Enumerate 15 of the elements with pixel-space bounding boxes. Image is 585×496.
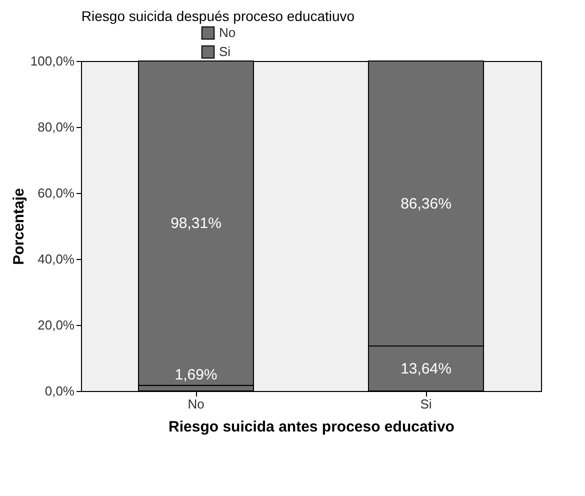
legend-title: Riesgo suicida después proceso educatiuvo [81,8,355,24]
data-label: 13,64% [400,360,452,378]
legend-label: No [219,25,236,40]
legend-label: Si [219,44,231,59]
y-tick-label: 100,0% [30,54,75,68]
data-label: 86,36% [400,195,452,212]
y-tick-label: 80,0% [38,120,75,134]
x-axis-title: Riesgo suicida antes proceso educativo [168,418,454,436]
data-label: 1,69% [174,366,218,384]
y-tick-label: 40,0% [38,252,75,266]
y-axis-title: Porcentaje [10,188,28,265]
data-label: 98,31% [170,215,222,232]
y-tick-label: 0,0% [44,384,75,398]
y-tick-label: 20,0% [38,318,75,332]
y-tick-label: 60,0% [38,186,75,200]
